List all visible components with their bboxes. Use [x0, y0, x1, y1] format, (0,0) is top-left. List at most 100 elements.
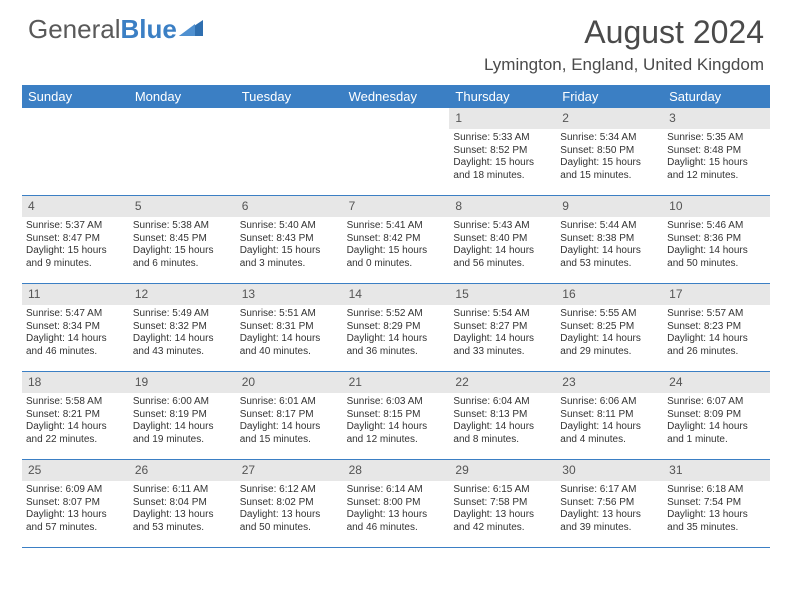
- sunrise-text: Sunrise: 5:37 AM: [26, 220, 125, 233]
- daylight2-text: and 42 minutes.: [453, 522, 552, 535]
- sunset-text: Sunset: 8:02 PM: [240, 497, 339, 510]
- calendar-cell: 15Sunrise: 5:54 AMSunset: 8:27 PMDayligh…: [449, 284, 556, 372]
- calendar-cell: 8 Sunrise: 5:43 AMSunset: 8:40 PMDaylight…: [449, 196, 556, 284]
- calendar-cell: 3Sunrise: 5:35 AMSunset: 8:48 PMDaylight…: [663, 108, 770, 196]
- sunrise-text: Sunrise: 6:17 AM: [560, 484, 659, 497]
- weekday-header-cell: Saturday: [663, 85, 770, 108]
- calendar-cell: 12Sunrise: 5:49 AMSunset: 8:32 PMDayligh…: [129, 284, 236, 372]
- daylight1-text: Daylight: 14 hours: [560, 333, 659, 346]
- day-number: [236, 108, 343, 129]
- daylight2-text: and 46 minutes.: [26, 346, 125, 359]
- sunset-text: Sunset: 7:54 PM: [667, 497, 766, 510]
- sunset-text: Sunset: 8:25 PM: [560, 321, 659, 334]
- calendar-cell: 26Sunrise: 6:11 AMSunset: 8:04 PMDayligh…: [129, 460, 236, 548]
- sunset-text: Sunset: 8:13 PM: [453, 409, 552, 422]
- sunset-text: Sunset: 8:31 PM: [240, 321, 339, 334]
- sunrise-text: Sunrise: 5:33 AM: [453, 132, 552, 145]
- calendar-cell-empty: [22, 108, 129, 196]
- weekday-header-cell: Tuesday: [236, 85, 343, 108]
- sunrise-text: Sunrise: 6:09 AM: [26, 484, 125, 497]
- daylight2-text: and 19 minutes.: [133, 434, 232, 447]
- sunset-text: Sunset: 7:56 PM: [560, 497, 659, 510]
- sunset-text: Sunset: 8:47 PM: [26, 233, 125, 246]
- day-number: 2: [556, 108, 663, 129]
- daylight2-text: and 15 minutes.: [560, 170, 659, 183]
- sunrise-text: Sunrise: 5:58 AM: [26, 396, 125, 409]
- day-number: 24: [663, 372, 770, 393]
- logo-text-blue: Blue: [121, 14, 177, 45]
- sunset-text: Sunset: 8:07 PM: [26, 497, 125, 510]
- daylight1-text: Daylight: 15 hours: [240, 245, 339, 258]
- sunset-text: Sunset: 8:48 PM: [667, 145, 766, 158]
- sunset-text: Sunset: 8:52 PM: [453, 145, 552, 158]
- calendar-cell-empty: [129, 108, 236, 196]
- day-number: 12: [129, 284, 236, 305]
- sunset-text: Sunset: 8:34 PM: [26, 321, 125, 334]
- daylight1-text: Daylight: 15 hours: [667, 157, 766, 170]
- daylight2-text: and 29 minutes.: [560, 346, 659, 359]
- daylight1-text: Daylight: 14 hours: [560, 421, 659, 434]
- calendar-cell: 16Sunrise: 5:55 AMSunset: 8:25 PMDayligh…: [556, 284, 663, 372]
- daylight1-text: Daylight: 15 hours: [26, 245, 125, 258]
- calendar-cell: 9Sunrise: 5:44 AMSunset: 8:38 PMDaylight…: [556, 196, 663, 284]
- day-number: 25: [22, 460, 129, 481]
- daylight2-text: and 8 minutes.: [453, 434, 552, 447]
- calendar-cell: 6Sunrise: 5:40 AMSunset: 8:43 PMDaylight…: [236, 196, 343, 284]
- sunrise-text: Sunrise: 6:00 AM: [133, 396, 232, 409]
- day-number: 5: [129, 196, 236, 217]
- calendar-cell: 29Sunrise: 6:15 AMSunset: 7:58 PMDayligh…: [449, 460, 556, 548]
- day-number: 30: [556, 460, 663, 481]
- daylight1-text: Daylight: 14 hours: [453, 421, 552, 434]
- sunset-text: Sunset: 8:00 PM: [347, 497, 446, 510]
- daylight1-text: Daylight: 14 hours: [453, 245, 552, 258]
- logo-text-general: General: [28, 14, 121, 45]
- sunrise-text: Sunrise: 6:06 AM: [560, 396, 659, 409]
- calendar-cell: 18Sunrise: 5:58 AMSunset: 8:21 PMDayligh…: [22, 372, 129, 460]
- daylight1-text: Daylight: 14 hours: [667, 333, 766, 346]
- daylight2-text: and 35 minutes.: [667, 522, 766, 535]
- calendar-cell: 21Sunrise: 6:03 AMSunset: 8:15 PMDayligh…: [343, 372, 450, 460]
- calendar-cell: 20Sunrise: 6:01 AMSunset: 8:17 PMDayligh…: [236, 372, 343, 460]
- sunset-text: Sunset: 8:29 PM: [347, 321, 446, 334]
- calendar-cell: 7Sunrise: 5:41 AMSunset: 8:42 PMDaylight…: [343, 196, 450, 284]
- title-block: August 2024 Lymington, England, United K…: [484, 14, 764, 75]
- daylight1-text: Daylight: 13 hours: [560, 509, 659, 522]
- day-number: 14: [343, 284, 450, 305]
- calendar-cell: 10Sunrise: 5:46 AMSunset: 8:36 PMDayligh…: [663, 196, 770, 284]
- day-number: 11: [22, 284, 129, 305]
- sunset-text: Sunset: 8:40 PM: [453, 233, 552, 246]
- sunrise-text: Sunrise: 5:41 AM: [347, 220, 446, 233]
- sunrise-text: Sunrise: 6:11 AM: [133, 484, 232, 497]
- calendar-body: 1Sunrise: 5:33 AMSunset: 8:52 PMDaylight…: [22, 108, 770, 548]
- sunrise-text: Sunrise: 5:43 AM: [453, 220, 552, 233]
- day-number: 20: [236, 372, 343, 393]
- sunrise-text: Sunrise: 6:12 AM: [240, 484, 339, 497]
- daylight2-text: and 53 minutes.: [133, 522, 232, 535]
- day-number: 15: [449, 284, 556, 305]
- page-header: GeneralBlue August 2024 Lymington, Engla…: [0, 0, 792, 79]
- sunset-text: Sunset: 8:27 PM: [453, 321, 552, 334]
- sunrise-text: Sunrise: 6:18 AM: [667, 484, 766, 497]
- calendar-cell: 14Sunrise: 5:52 AMSunset: 8:29 PMDayligh…: [343, 284, 450, 372]
- sunrise-text: Sunrise: 5:55 AM: [560, 308, 659, 321]
- day-number: 19: [129, 372, 236, 393]
- daylight2-text: and 18 minutes.: [453, 170, 552, 183]
- daylight1-text: Daylight: 14 hours: [347, 333, 446, 346]
- daylight2-text: and 57 minutes.: [26, 522, 125, 535]
- daylight1-text: Daylight: 14 hours: [26, 421, 125, 434]
- daylight2-text: and 50 minutes.: [667, 258, 766, 271]
- day-number: 21: [343, 372, 450, 393]
- sunrise-text: Sunrise: 6:14 AM: [347, 484, 446, 497]
- day-number: [129, 108, 236, 129]
- weekday-header-cell: Wednesday: [343, 85, 450, 108]
- daylight1-text: Daylight: 14 hours: [240, 421, 339, 434]
- day-number: 8: [449, 196, 556, 217]
- daylight2-text: and 33 minutes.: [453, 346, 552, 359]
- sunrise-text: Sunrise: 5:54 AM: [453, 308, 552, 321]
- sunrise-text: Sunrise: 5:38 AM: [133, 220, 232, 233]
- weekday-header-cell: Friday: [556, 85, 663, 108]
- day-number: 7: [343, 196, 450, 217]
- sunset-text: Sunset: 8:42 PM: [347, 233, 446, 246]
- sunset-text: Sunset: 8:15 PM: [347, 409, 446, 422]
- calendar-cell: 22Sunrise: 6:04 AMSunset: 8:13 PMDayligh…: [449, 372, 556, 460]
